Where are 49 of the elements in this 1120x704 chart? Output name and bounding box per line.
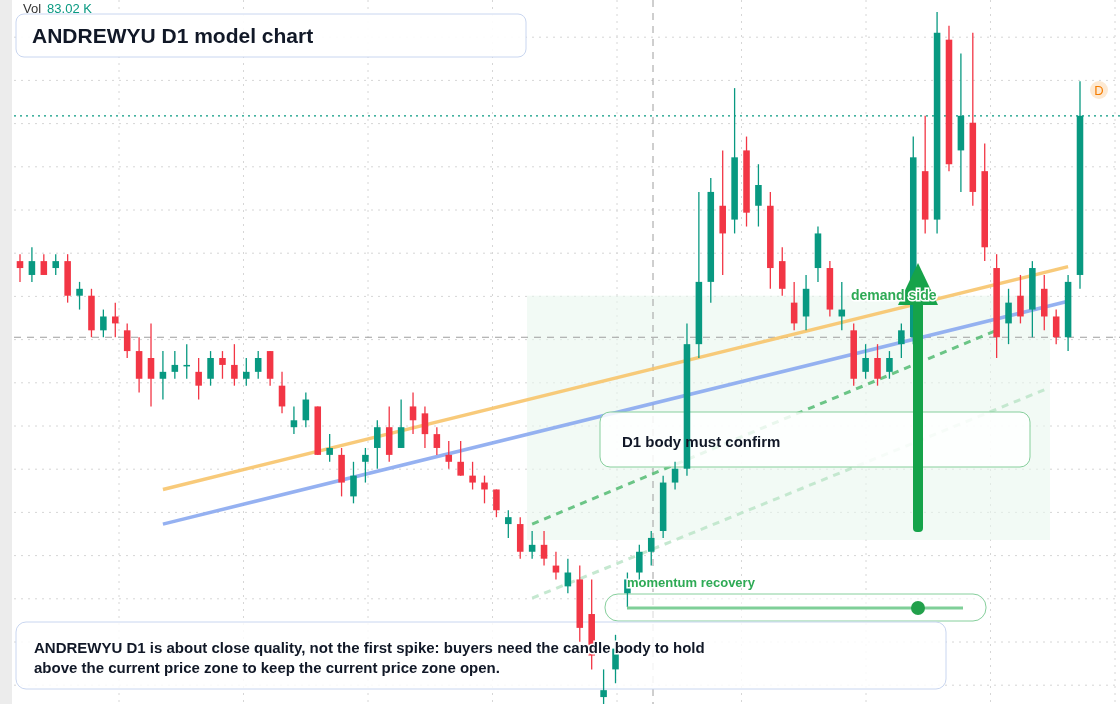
candlestick <box>445 440 453 470</box>
candlestick <box>195 357 202 401</box>
candlestick <box>874 343 881 387</box>
candlestick <box>481 474 488 504</box>
candlestick <box>862 343 869 380</box>
candlestick <box>147 322 155 408</box>
candlestick <box>647 530 655 567</box>
candlestick <box>1005 288 1012 345</box>
candlestick <box>397 398 405 449</box>
candlestick <box>493 488 500 518</box>
text: ANDREWYU D1 model chart <box>32 24 314 47</box>
candlestick <box>290 405 298 435</box>
candlestick <box>1052 308 1060 345</box>
annotation: Vol 83.02 K <box>23 1 93 16</box>
candlestick <box>40 253 48 276</box>
candlestick <box>505 509 512 539</box>
candlestick <box>552 551 560 581</box>
candlestick <box>254 350 262 380</box>
candlestick <box>16 253 24 283</box>
candlestick <box>326 433 333 463</box>
candlestick <box>433 426 441 456</box>
candlestick <box>540 530 548 567</box>
candlestick <box>28 246 36 283</box>
candlestick <box>362 447 369 484</box>
candlestick <box>457 440 464 477</box>
candlestick <box>528 530 536 560</box>
candlestick <box>76 281 83 311</box>
candlestick <box>1017 274 1024 325</box>
candlestick <box>350 461 357 504</box>
candlestick <box>409 391 417 435</box>
candlestick <box>159 350 167 401</box>
candlestick <box>469 461 476 491</box>
candlestick <box>421 405 429 449</box>
candlestick <box>600 668 607 704</box>
candlestick <box>112 301 119 338</box>
candlestick <box>243 357 250 387</box>
candlestick <box>52 253 60 276</box>
candlestick <box>886 350 893 380</box>
candlestick <box>898 322 905 359</box>
candlestick <box>207 350 214 387</box>
candlestick <box>671 461 679 491</box>
candlestick <box>100 308 107 338</box>
candlestick <box>171 350 179 380</box>
candlestick <box>231 343 238 387</box>
text: D <box>1094 83 1104 98</box>
candlestick <box>219 350 226 380</box>
candlestick <box>374 419 381 470</box>
candlestick <box>755 163 762 228</box>
candlestick <box>123 322 131 359</box>
